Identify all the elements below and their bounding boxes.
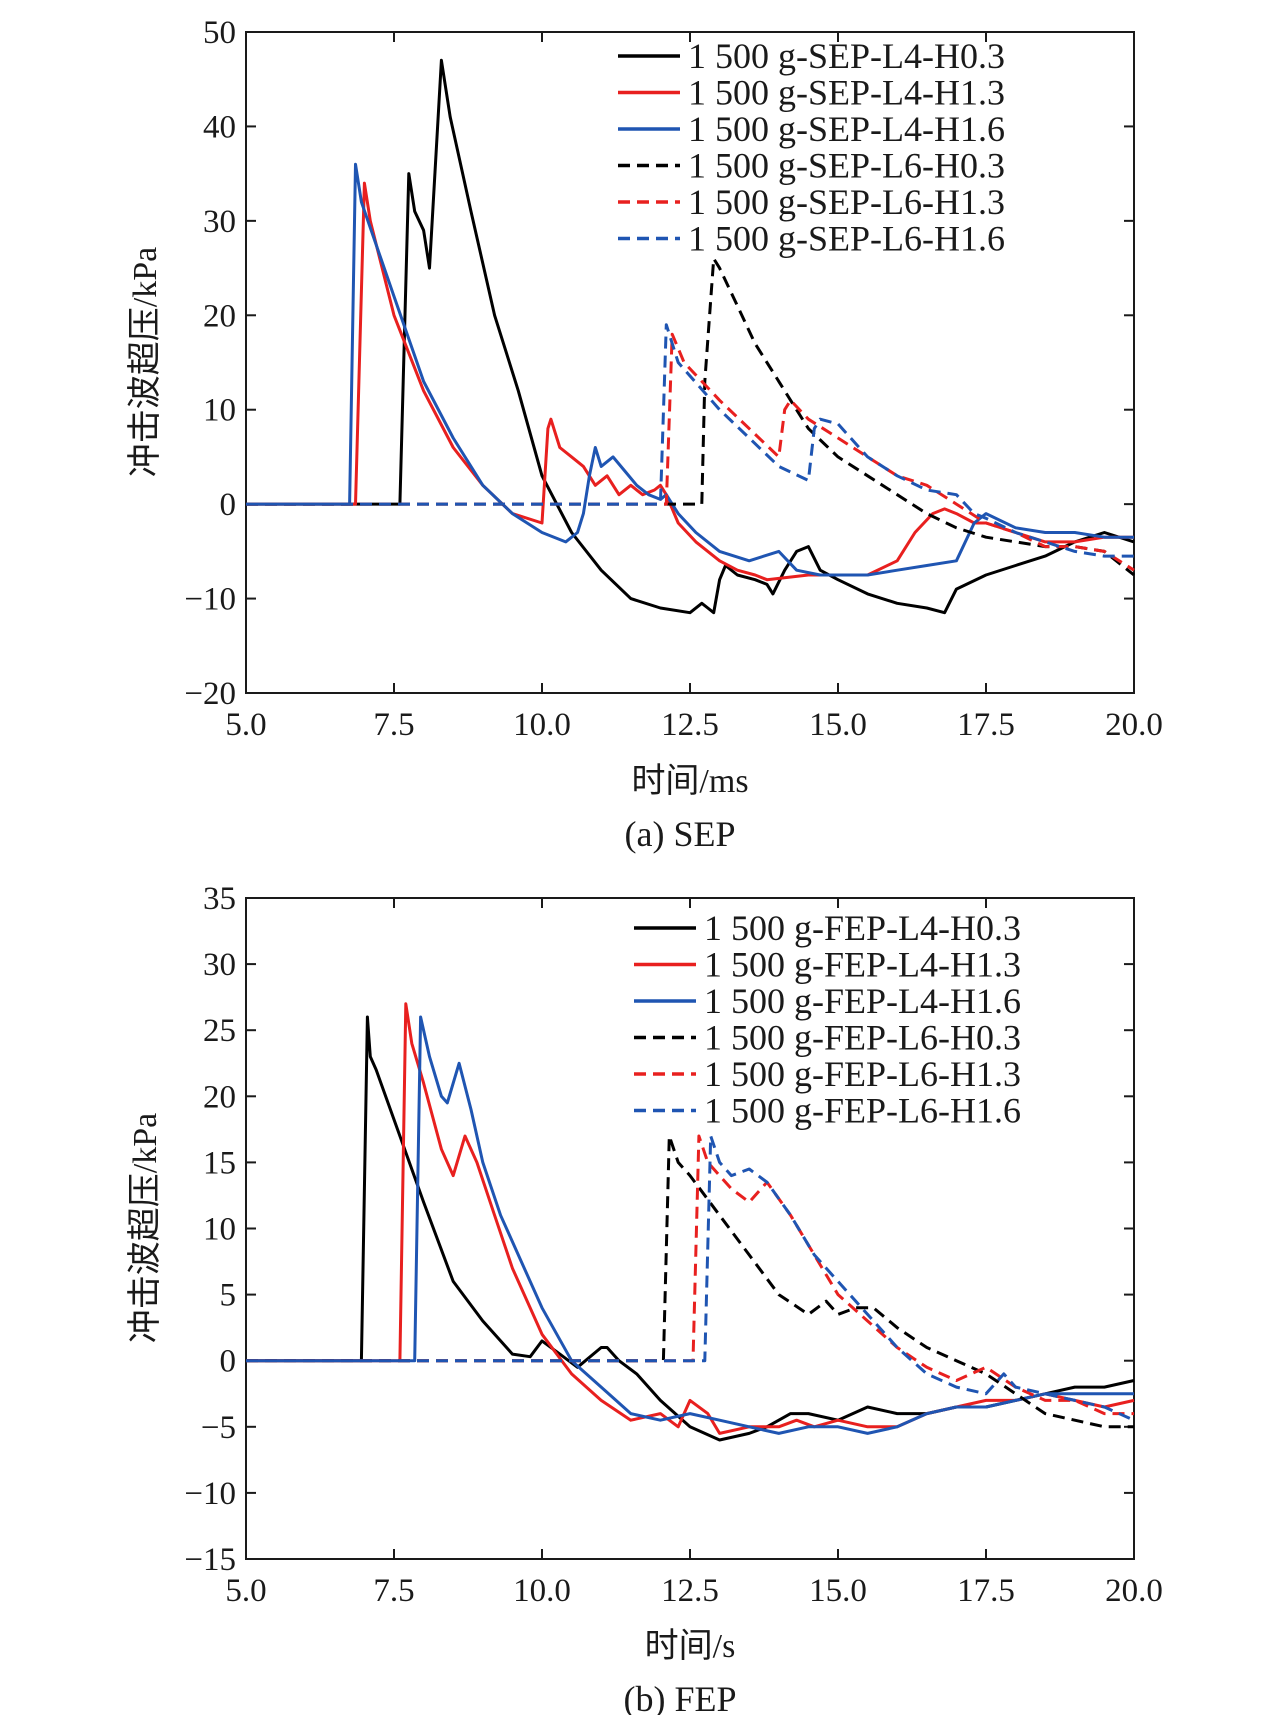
axis-ticks: 5.0 7.5 10.0 12.5 15.0 17.5 20.0 50 40 30 20 10 0 −10… <box>184 15 1163 743</box>
x-tick-label: 15.0 <box>809 1573 867 1609</box>
y-tick-label: −15 <box>184 1542 236 1578</box>
chart-panel-fep: 5.0 7.5 10.0 12.5 15.0 17.5 20.0 35 30 25 20 15 10 5 0… <box>126 881 1163 1715</box>
panel-caption: (b) FEP <box>623 1679 736 1715</box>
legend-label: 1 500 g-SEP-L6-H1.3 <box>688 182 1005 222</box>
legend-label: 1 500 g-FEP-L6-H1.3 <box>704 1054 1021 1094</box>
x-tick-label: 12.5 <box>661 707 719 743</box>
legend-label: 1 500 g-SEP-L6-H1.6 <box>688 219 1005 259</box>
legend: 1 500 g-FEP-L4-H0.31 500 g-FEP-L4-H1.31 … <box>634 908 1021 1131</box>
y-tick-label: 30 <box>203 947 236 983</box>
x-tick-label: 10.0 <box>513 1573 571 1609</box>
y-tick-label: 10 <box>203 1212 236 1248</box>
x-tick-label: 12.5 <box>661 1573 719 1609</box>
series-line <box>246 1134 1135 1422</box>
y-tick-label: 15 <box>203 1145 236 1181</box>
y-tick-label: 25 <box>203 1013 236 1049</box>
y-tick-label: 10 <box>203 393 236 429</box>
y-tick-label: 20 <box>203 298 236 334</box>
series-line <box>246 1134 1134 1416</box>
x-tick-label: 5.0 <box>225 707 266 743</box>
y-tick-label: −10 <box>184 582 236 618</box>
y-tick-label: −20 <box>184 676 236 712</box>
legend-label: 1 500 g-SEP-L4-H1.6 <box>688 109 1005 149</box>
x-tick-label: 10.0 <box>513 707 571 743</box>
x-tick-label: 17.5 <box>957 707 1015 743</box>
y-tick-label: 50 <box>203 15 236 51</box>
y-tick-label: 40 <box>203 109 236 145</box>
y-tick-label: 0 <box>220 487 237 523</box>
y-axis-label: 冲击波超压/kPa <box>126 1113 164 1343</box>
panel-caption: (a) SEP <box>625 814 736 854</box>
legend-label: 1 500 g-SEP-L6-H0.3 <box>688 146 1005 186</box>
chart-panel-sep: 5.0 7.5 10.0 12.5 15.0 17.5 20.0 50 40 30 20 10 0 −10… <box>126 15 1163 854</box>
series-lines <box>246 1002 1135 1442</box>
series-line <box>246 323 1134 558</box>
legend-label: 1 500 g-FEP-L4-H0.3 <box>704 908 1021 948</box>
legend: 1 500 g-SEP-L4-H0.31 500 g-SEP-L4-H1.31 … <box>618 36 1005 259</box>
legend-label: 1 500 g-FEP-L6-H1.6 <box>704 1091 1021 1131</box>
series-line <box>246 1002 1135 1435</box>
x-tick-label: 7.5 <box>373 1573 414 1609</box>
y-tick-label: 0 <box>220 1344 237 1380</box>
y-tick-label: 5 <box>220 1278 237 1314</box>
y-tick-label: 30 <box>203 204 236 240</box>
legend-label: 1 500 g-FEP-L4-H1.3 <box>704 945 1021 985</box>
x-tick-label: 15.0 <box>809 707 867 743</box>
series-line <box>246 1134 1134 1429</box>
series-line <box>246 58 1135 615</box>
legend-label: 1 500 g-SEP-L4-H0.3 <box>688 36 1005 76</box>
x-tick-label: 17.5 <box>957 1573 1015 1609</box>
y-tick-label: −5 <box>201 1410 236 1446</box>
x-tick-label: 20.0 <box>1105 707 1163 743</box>
x-tick-label: 7.5 <box>373 707 414 743</box>
x-axis-label: 时间/s <box>645 1628 736 1665</box>
series-lines <box>246 58 1135 615</box>
x-axis-label: 时间/ms <box>631 763 748 800</box>
series-line <box>246 332 1135 572</box>
x-tick-label: 20.0 <box>1105 1573 1163 1609</box>
y-tick-label: 20 <box>203 1079 236 1115</box>
series-line <box>246 257 1135 577</box>
legend-label: 1 500 g-FEP-L4-H1.6 <box>704 981 1021 1021</box>
y-axis-label: 冲击波超压/kPa <box>126 247 164 477</box>
series-line <box>246 1015 1134 1435</box>
axis-ticks: 5.0 7.5 10.0 12.5 15.0 17.5 20.0 35 30 25 20 15 10 5 0… <box>184 881 1163 1609</box>
y-tick-label: −10 <box>184 1476 236 1512</box>
legend-label: 1 500 g-FEP-L6-H0.3 <box>704 1018 1021 1058</box>
legend-label: 1 500 g-SEP-L4-H1.3 <box>688 73 1005 113</box>
x-tick-label: 5.0 <box>225 1573 266 1609</box>
y-tick-label: 35 <box>203 881 236 917</box>
